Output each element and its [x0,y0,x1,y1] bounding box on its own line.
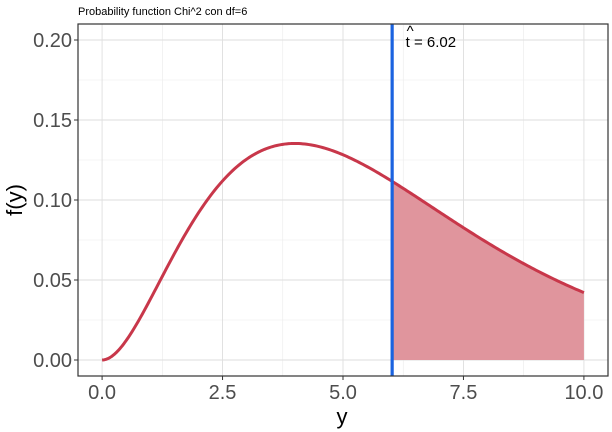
y-tick-label: 0.00 [33,350,72,372]
y-axis-title: f(y) [2,184,27,216]
y-tick-label: 0.15 [33,110,72,132]
y-tick-label: 0.05 [33,270,72,292]
chart-title: Probability function Chi^2 con df=6 [78,6,247,18]
x-tick-label: 7.5 [450,382,478,404]
x-axis-ticks: 0.0 2.5 5.0 7.5 10.0 [88,376,603,404]
x-tick-label: 5.0 [329,382,357,404]
y-tick-label: 0.20 [33,30,72,52]
x-tick-label: 10.0 [564,382,603,404]
x-tick-label: 2.5 [209,382,237,404]
y-tick-label: 0.10 [33,190,72,212]
y-axis-ticks: 0.00 0.05 0.10 0.15 0.20 [33,30,78,372]
shaded-tail-area [392,181,584,360]
annotation-label: t = 6.02 [406,34,456,51]
x-axis-title: y [337,404,348,429]
x-tick-label: 0.0 [88,382,116,404]
